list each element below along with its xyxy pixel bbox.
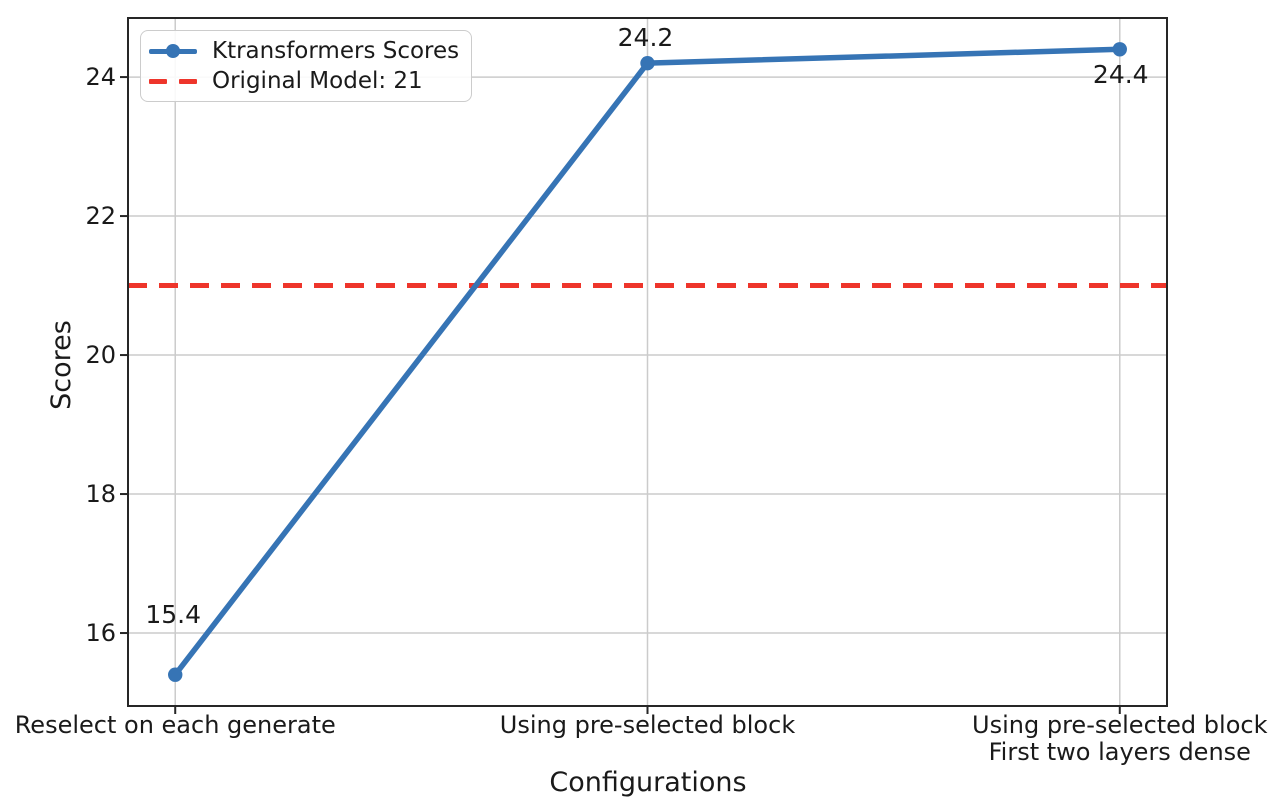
legend-dash xyxy=(149,78,167,84)
annotation-label: 15.4 xyxy=(145,599,202,629)
annotation-label: 24.2 xyxy=(617,23,674,53)
legend: Ktransformers Scores Original Model: 21 xyxy=(140,30,473,102)
y-tick-label: 18 xyxy=(85,480,116,509)
dashed-line-swatch-icon xyxy=(149,67,197,95)
data-point-marker xyxy=(168,667,183,682)
y-tick-label: 20 xyxy=(85,341,116,370)
legend-entry-reference: Original Model: 21 xyxy=(149,67,459,95)
y-tick-label: 16 xyxy=(85,619,116,648)
x-axis-title: Configurations xyxy=(549,767,747,798)
x-tick-label: Reselect on each generate xyxy=(14,711,336,739)
annotation-label: 24.4 xyxy=(1092,60,1149,90)
y-tick-label: 22 xyxy=(85,202,116,231)
legend-dash xyxy=(179,78,197,84)
x-tick-label: Using pre-selected block xyxy=(499,711,796,739)
y-tick-label: 24 xyxy=(85,63,116,92)
data-point-marker xyxy=(1112,42,1127,57)
x-tick-label: Using pre-selected block First two layers… xyxy=(972,711,1268,766)
data-point-marker xyxy=(640,55,655,71)
legend-entry-series: Ktransformers Scores xyxy=(149,37,459,65)
legend-label-series: Ktransformers Scores xyxy=(212,38,460,64)
legend-label-reference: Original Model: 21 xyxy=(212,68,423,94)
line-marker-swatch-icon xyxy=(149,37,197,65)
legend-marker-dot xyxy=(166,44,180,58)
